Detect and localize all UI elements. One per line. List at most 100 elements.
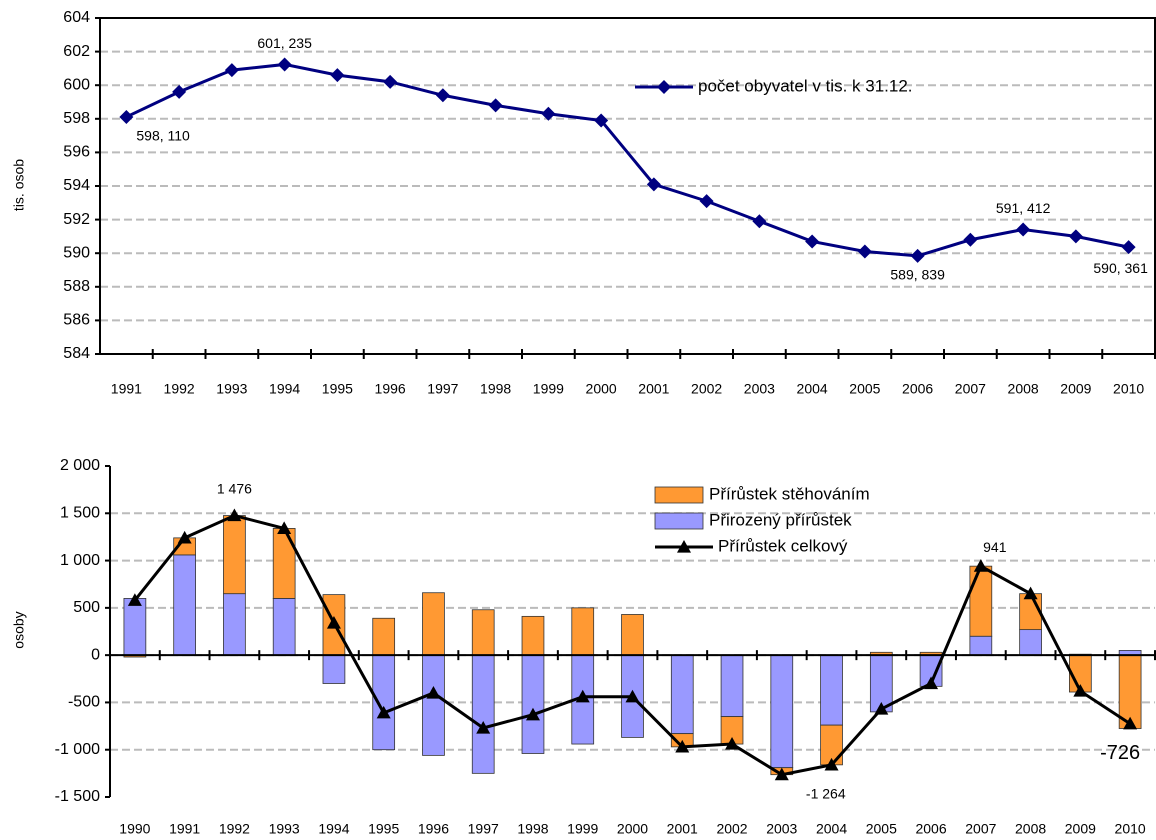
marker	[227, 508, 242, 522]
bar-segment	[770, 654, 794, 769]
y-tick-label: 596	[63, 144, 90, 161]
bar-segment	[322, 654, 346, 684]
x-tick-label: 1995	[322, 381, 353, 397]
x-tick-label: 1998	[517, 821, 548, 837]
marker	[224, 63, 239, 78]
plot-frame	[99, 17, 1156, 355]
x-tick-label: 1996	[375, 381, 406, 397]
y-tick-label: -1 500	[55, 788, 100, 805]
marker	[426, 685, 441, 699]
x-tick-label: 1990	[119, 821, 150, 837]
x-tick-label: 2007	[965, 821, 996, 837]
x-tick-label: 2008	[1008, 381, 1039, 397]
legend-label: Přírůstek celkový	[718, 536, 848, 555]
x-tick-label: 2005	[866, 821, 897, 837]
y-tick-label: 584	[63, 345, 90, 362]
y-tick-label: 598	[63, 110, 90, 127]
bar-segment	[422, 654, 445, 756]
legend-label: Přírůstek stěhováním	[709, 484, 870, 503]
bar-segment	[123, 598, 147, 656]
x-tick-label: 1993	[216, 381, 247, 397]
bar-segment	[969, 565, 993, 637]
x-tick-label: 2003	[766, 821, 797, 837]
bar-segment	[1019, 629, 1042, 656]
x-tick-label: 2009	[1060, 381, 1091, 397]
marker	[330, 68, 345, 83]
marker	[594, 113, 609, 128]
marker	[752, 214, 767, 229]
marker	[774, 767, 789, 781]
marker	[277, 57, 292, 72]
y-tick-label: 590	[63, 244, 90, 261]
bar-segment	[372, 654, 396, 751]
data-label: 591, 412	[996, 200, 1051, 216]
bar-segment	[471, 609, 495, 656]
x-tick-label: 1999	[567, 821, 598, 837]
bar-segment	[621, 614, 644, 656]
marker	[699, 194, 714, 209]
data-label: 590, 361	[1093, 260, 1148, 276]
marker	[376, 705, 391, 719]
marker	[383, 74, 398, 89]
x-tick-label: 1991	[169, 821, 200, 837]
bar-segment	[422, 592, 445, 656]
bar-segment	[223, 515, 246, 595]
data-label: -726	[1100, 742, 1140, 764]
legend-label: počet obyvatel v tis. k 31.12.	[698, 76, 913, 95]
marker	[326, 615, 341, 629]
marker	[435, 88, 450, 103]
legend-swatch	[654, 512, 704, 530]
legend-marker	[657, 80, 671, 94]
marker	[924, 676, 939, 690]
x-tick-label: 1998	[480, 381, 511, 397]
y-tick-label: 600	[63, 76, 90, 93]
marker	[675, 739, 690, 753]
x-tick-label: 2004	[797, 381, 828, 397]
y-tick-label: 588	[63, 278, 90, 295]
y-tick-label: -500	[68, 694, 100, 711]
y-tick-label: 1 000	[60, 552, 100, 569]
bar-segment	[720, 654, 744, 718]
y-tick-label: 0	[91, 646, 100, 663]
x-tick-label: 1992	[164, 381, 195, 397]
x-tick-label: 1996	[418, 821, 449, 837]
y-tick-label: 1 500	[60, 505, 100, 522]
bar-segment	[820, 654, 843, 726]
x-tick-label: 2002	[716, 821, 747, 837]
x-tick-label: 1994	[269, 381, 300, 397]
marker	[963, 232, 978, 247]
marker	[1121, 240, 1136, 255]
x-tick-label: 2001	[667, 821, 698, 837]
x-tick-label: 2000	[586, 381, 617, 397]
bar-segment	[969, 635, 993, 656]
marker	[172, 84, 187, 99]
x-tick-label: 1995	[368, 821, 399, 837]
bar-segment	[272, 598, 296, 656]
x-tick-label: 2006	[915, 821, 946, 837]
data-label: 589, 839	[890, 267, 945, 283]
x-tick-label: 1999	[533, 381, 564, 397]
marker	[1068, 229, 1083, 244]
x-tick-label: 1994	[318, 821, 349, 837]
marker	[725, 737, 740, 750]
bar-segment	[521, 615, 545, 656]
x-tick-label: 2000	[617, 821, 648, 837]
marker	[625, 689, 640, 703]
x-tick-label: 2010	[1113, 381, 1144, 397]
y-axis-label: osoby	[11, 611, 27, 648]
legend-marker	[677, 540, 691, 553]
marker	[1016, 222, 1031, 237]
x-tick-label: 2008	[1015, 821, 1046, 837]
y-tick-label: 594	[63, 177, 90, 194]
marker	[824, 757, 839, 771]
x-tick-label: 2004	[816, 821, 847, 837]
bar-segment	[272, 528, 296, 599]
marker	[488, 98, 503, 113]
x-tick-label: 1993	[269, 821, 300, 837]
marker	[1023, 586, 1038, 600]
x-tick-label: 2007	[955, 381, 986, 397]
x-tick-label: 2006	[902, 381, 933, 397]
x-tick-label: 2001	[638, 381, 669, 397]
data-label: -1 264	[806, 785, 846, 801]
